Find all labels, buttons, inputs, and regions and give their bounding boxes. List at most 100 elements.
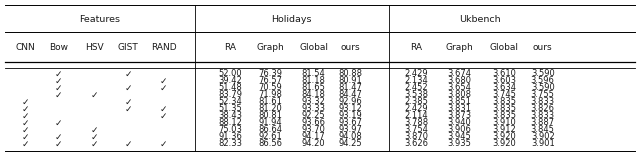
Text: ✓: ✓ <box>160 111 168 120</box>
Text: 3.835: 3.835 <box>492 104 516 113</box>
Text: ✓: ✓ <box>22 132 29 142</box>
Text: 81.18: 81.18 <box>301 76 326 85</box>
Text: 3.920: 3.920 <box>492 132 516 142</box>
Text: 3.754: 3.754 <box>404 126 428 134</box>
Text: 3.788: 3.788 <box>404 118 428 128</box>
Text: 93.32: 93.32 <box>301 97 326 106</box>
Text: ✓: ✓ <box>91 90 99 99</box>
Text: 3.901: 3.901 <box>531 140 555 148</box>
Text: 3.887: 3.887 <box>531 118 555 128</box>
Text: 3.538: 3.538 <box>404 90 428 99</box>
Text: Global: Global <box>490 43 519 52</box>
Text: ✓: ✓ <box>55 76 63 85</box>
Text: 2.429: 2.429 <box>404 104 428 113</box>
Text: 94.25: 94.25 <box>339 140 362 148</box>
Text: ✓: ✓ <box>55 83 63 92</box>
Text: 82.33: 82.33 <box>218 140 243 148</box>
Text: 80.91: 80.91 <box>339 76 363 85</box>
Text: 76.39: 76.39 <box>258 69 282 78</box>
Text: Graph: Graph <box>256 43 284 52</box>
Text: 71.98: 71.98 <box>258 90 282 99</box>
Text: 3.603: 3.603 <box>492 76 516 85</box>
Text: 3.596: 3.596 <box>531 76 555 85</box>
Text: ✓: ✓ <box>22 104 29 113</box>
Text: ✓: ✓ <box>124 104 132 113</box>
Text: 3.634: 3.634 <box>492 83 516 92</box>
Text: 92.61: 92.61 <box>258 132 282 142</box>
Text: 75.03: 75.03 <box>218 126 243 134</box>
Text: 2.114: 2.114 <box>404 111 428 120</box>
Text: 91.36: 91.36 <box>218 132 243 142</box>
Text: 3.745: 3.745 <box>492 90 516 99</box>
Text: ✓: ✓ <box>160 83 168 92</box>
Text: ✓: ✓ <box>91 140 99 148</box>
Text: 3.610: 3.610 <box>492 69 516 78</box>
Text: 81.47: 81.47 <box>339 83 363 92</box>
Text: RA: RA <box>410 43 422 52</box>
Text: HSV: HSV <box>85 43 104 52</box>
Text: ✓: ✓ <box>55 69 63 78</box>
Text: ours: ours <box>341 43 360 52</box>
Text: Features: Features <box>79 15 120 24</box>
Text: 92.25: 92.25 <box>302 111 325 120</box>
Text: ✓: ✓ <box>55 118 63 128</box>
Text: ✓: ✓ <box>91 132 99 142</box>
Text: 3.755: 3.755 <box>531 90 555 99</box>
Text: 52.34: 52.34 <box>218 97 243 106</box>
Text: 86.64: 86.64 <box>258 126 282 134</box>
Text: 3.590: 3.590 <box>531 83 555 92</box>
Text: 3.831: 3.831 <box>447 104 472 113</box>
Text: 3.920: 3.920 <box>492 140 516 148</box>
Text: 2.452: 2.452 <box>404 83 428 92</box>
Text: 3.833: 3.833 <box>531 97 555 106</box>
Text: ✓: ✓ <box>55 132 63 142</box>
Text: GIST: GIST <box>118 43 138 52</box>
Text: ✓: ✓ <box>91 126 99 134</box>
Text: 93.19: 93.19 <box>339 111 363 120</box>
Text: ours: ours <box>533 43 552 52</box>
Text: 94.08: 94.08 <box>339 132 363 142</box>
Text: 3.626: 3.626 <box>404 140 428 148</box>
Text: 3.835: 3.835 <box>492 111 516 120</box>
Text: 3.873: 3.873 <box>447 111 472 120</box>
Text: Holidays: Holidays <box>271 15 312 24</box>
Text: 39.42: 39.42 <box>218 76 243 85</box>
Text: 2.429: 2.429 <box>404 69 428 78</box>
Text: 3.590: 3.590 <box>531 69 555 78</box>
Text: ✓: ✓ <box>124 83 132 92</box>
Text: 38.43: 38.43 <box>218 111 243 120</box>
Text: Graph: Graph <box>445 43 474 52</box>
Text: 93.66: 93.66 <box>301 118 326 128</box>
Text: ✓: ✓ <box>22 111 29 120</box>
Text: 80.81: 80.81 <box>258 111 282 120</box>
Text: ✓: ✓ <box>124 140 132 148</box>
Text: 81.61: 81.61 <box>258 97 282 106</box>
Text: Ukbench: Ukbench <box>459 15 501 24</box>
Text: 93.12: 93.12 <box>339 104 363 113</box>
Text: 3.851: 3.851 <box>447 97 472 106</box>
Text: ✓: ✓ <box>124 69 132 78</box>
Text: ✓: ✓ <box>124 97 132 106</box>
Text: 91.94: 91.94 <box>259 118 282 128</box>
Text: 94.20: 94.20 <box>302 140 325 148</box>
Text: ✓: ✓ <box>22 126 29 134</box>
Text: 3.910: 3.910 <box>492 118 516 128</box>
Text: ✓: ✓ <box>160 104 168 113</box>
Text: 76.57: 76.57 <box>258 76 282 85</box>
Text: ✓: ✓ <box>160 140 168 148</box>
Text: 3.680: 3.680 <box>447 76 472 85</box>
Text: Global: Global <box>299 43 328 52</box>
Text: 84.47: 84.47 <box>339 90 363 99</box>
Text: 88.12: 88.12 <box>218 118 243 128</box>
Text: 93.67: 93.67 <box>339 118 363 128</box>
Text: 84.18: 84.18 <box>301 90 326 99</box>
Text: 3.654: 3.654 <box>447 83 472 92</box>
Text: 3.870: 3.870 <box>404 132 428 142</box>
Text: 80.88: 80.88 <box>339 69 363 78</box>
Text: 92.96: 92.96 <box>339 97 363 106</box>
Text: 52.00: 52.00 <box>219 69 242 78</box>
Text: 3.826: 3.826 <box>531 104 555 113</box>
Text: 3.912: 3.912 <box>492 126 516 134</box>
Text: 2.385: 2.385 <box>404 97 428 106</box>
Text: ✓: ✓ <box>22 118 29 128</box>
